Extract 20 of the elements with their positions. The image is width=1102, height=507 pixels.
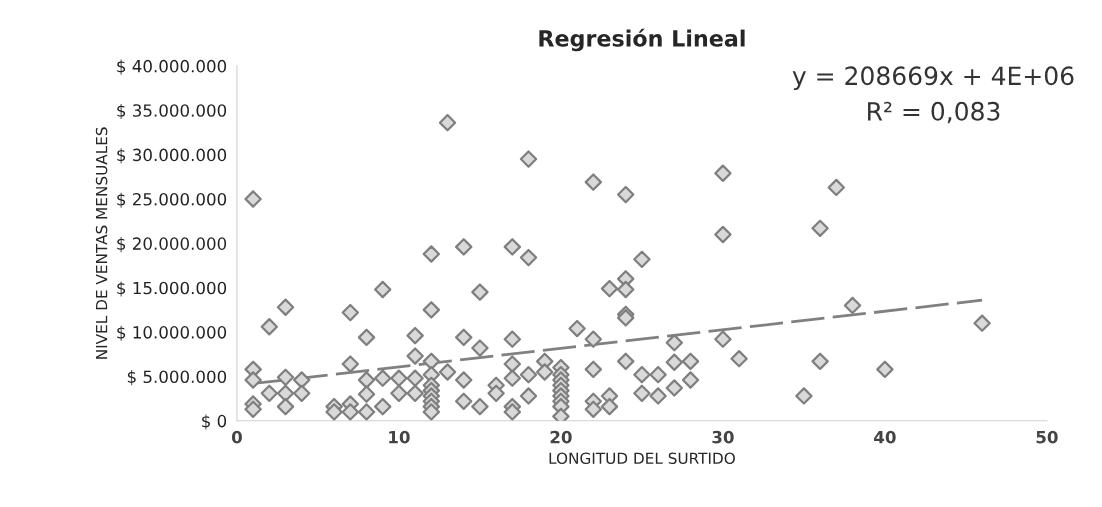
- y-tick-label: $ 5.000.000: [127, 370, 227, 386]
- x-tick-label: 50: [1036, 430, 1058, 444]
- x-tick-label: 40: [874, 430, 896, 444]
- y-tick-label: $ 40.000.000: [117, 59, 227, 75]
- annotation: R² = 0,083: [868, 101, 1000, 124]
- x-tick-label: 10: [389, 430, 410, 444]
- y-tick-label: $ 25.000.000: [117, 192, 227, 208]
- y-tick-label: $ 15.000.000: [117, 281, 227, 297]
- y-axis-title: NIVEL DE VENTAS MENSUALES: [95, 127, 108, 359]
- y-tick-label: $ 35.000.000: [117, 103, 227, 120]
- x-tick-label: 20: [550, 430, 572, 444]
- y-tick-label: $ 30.000.000: [117, 148, 227, 164]
- y-tick-label: $ 10.000.000: [117, 325, 227, 341]
- x-axis-title: LONGITUD DEL SURTIDO: [549, 452, 735, 465]
- x-tick-label: 30: [712, 430, 734, 444]
- chart-title: Regresión Lineal: [539, 28, 745, 52]
- annotation: y = 208669x + 4E+06: [792, 66, 1074, 91]
- y-tick-label: $ 20.000.000: [117, 237, 227, 253]
- y-tick-label: $ 0: [202, 414, 227, 430]
- x-tick-label: 0: [231, 430, 242, 444]
